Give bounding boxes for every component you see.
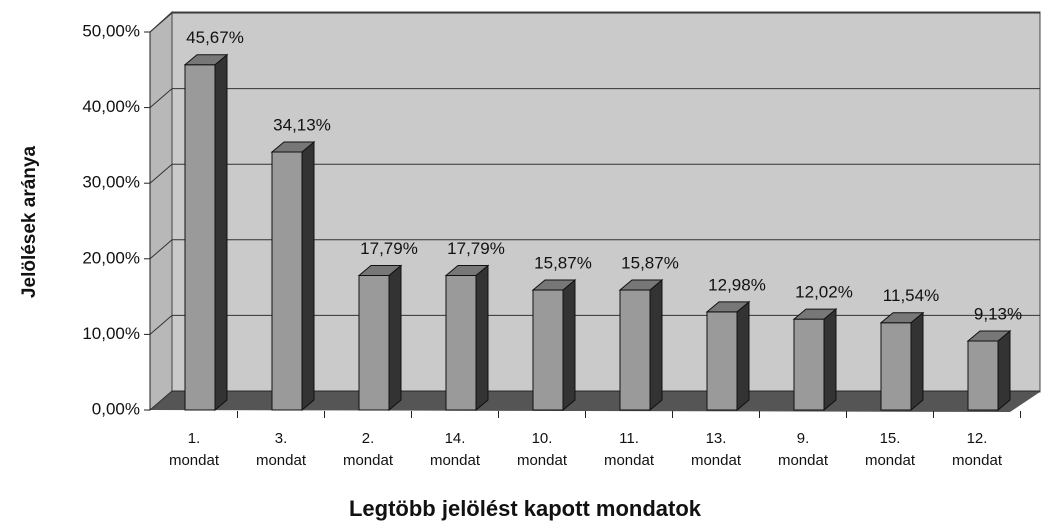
bar-side (475, 264, 489, 412)
bar-top (705, 301, 751, 313)
bar-side (649, 278, 663, 412)
bar-side (910, 311, 924, 412)
bar (619, 289, 651, 411)
x-tick-label: 9. mondat (777, 430, 829, 469)
bar (358, 275, 390, 411)
x-tick-label: 1. mondat (168, 430, 220, 469)
y-tick-label: 40,00% (82, 97, 140, 116)
value-label: 45,67% (186, 28, 244, 47)
bar (880, 322, 912, 411)
bar-side (823, 308, 837, 412)
bar (445, 275, 477, 411)
bar-top (270, 141, 316, 153)
bar (532, 289, 564, 411)
bar-side (214, 53, 228, 412)
x-tick-label: 10. mondat (516, 430, 568, 469)
side-wall (149, 10, 173, 412)
x-tick-label: 2. mondat (342, 430, 394, 469)
bar (967, 340, 999, 411)
bar-side (301, 140, 315, 412)
value-label: 17,79% (447, 239, 505, 258)
bar-top (966, 330, 1012, 342)
bar-top (618, 279, 664, 291)
y-tick-label: 30,00% (82, 173, 140, 192)
x-axis-title: Legtöbb jelölést kapott mondatok (349, 496, 702, 521)
bar-top (792, 308, 838, 320)
y-tick-label: 20,00% (82, 248, 140, 267)
x-tick-label: 11. mondat (603, 430, 655, 469)
bar-top (183, 54, 229, 66)
value-label: 17,79% (360, 239, 418, 258)
x-tick-label: 15. mondat (864, 430, 916, 469)
value-label: 15,87% (621, 254, 679, 273)
value-label: 12,02% (795, 283, 853, 302)
bar-top (531, 279, 577, 291)
bar-side (997, 329, 1011, 412)
bar (184, 64, 216, 411)
value-label: 12,98% (708, 275, 766, 294)
x-tick-label: 14. mondat (429, 430, 481, 469)
x-tick-label: 13. mondat (690, 430, 742, 469)
y-axis-title: Jelölések aránya (19, 146, 40, 299)
bar-top (879, 312, 925, 324)
grid-line (149, 315, 173, 335)
y-tick-label: 10,00% (82, 324, 140, 343)
value-label: 11,54% (883, 286, 939, 305)
x-tick-label: 3. mondat (255, 430, 307, 469)
value-label: 15,87% (534, 254, 592, 273)
bar-side (562, 278, 576, 412)
bar-side (388, 264, 402, 412)
value-label: 9,13% (974, 304, 1022, 323)
y-tick-label: 0,00% (92, 399, 140, 418)
y-tick-label: 50,00% (82, 21, 140, 40)
grid-line (149, 239, 173, 260)
grid-line (149, 88, 173, 108)
bar (271, 151, 303, 411)
grid-line (149, 163, 173, 184)
grid-line (149, 390, 173, 411)
bar-side (736, 300, 750, 412)
value-label: 34,13% (273, 115, 331, 134)
bar (793, 318, 825, 411)
bar-top (357, 265, 403, 277)
bar-top (444, 265, 490, 277)
x-tick-label: 12. mondat (951, 430, 1003, 469)
grid-line (149, 12, 173, 33)
bar (706, 311, 738, 411)
